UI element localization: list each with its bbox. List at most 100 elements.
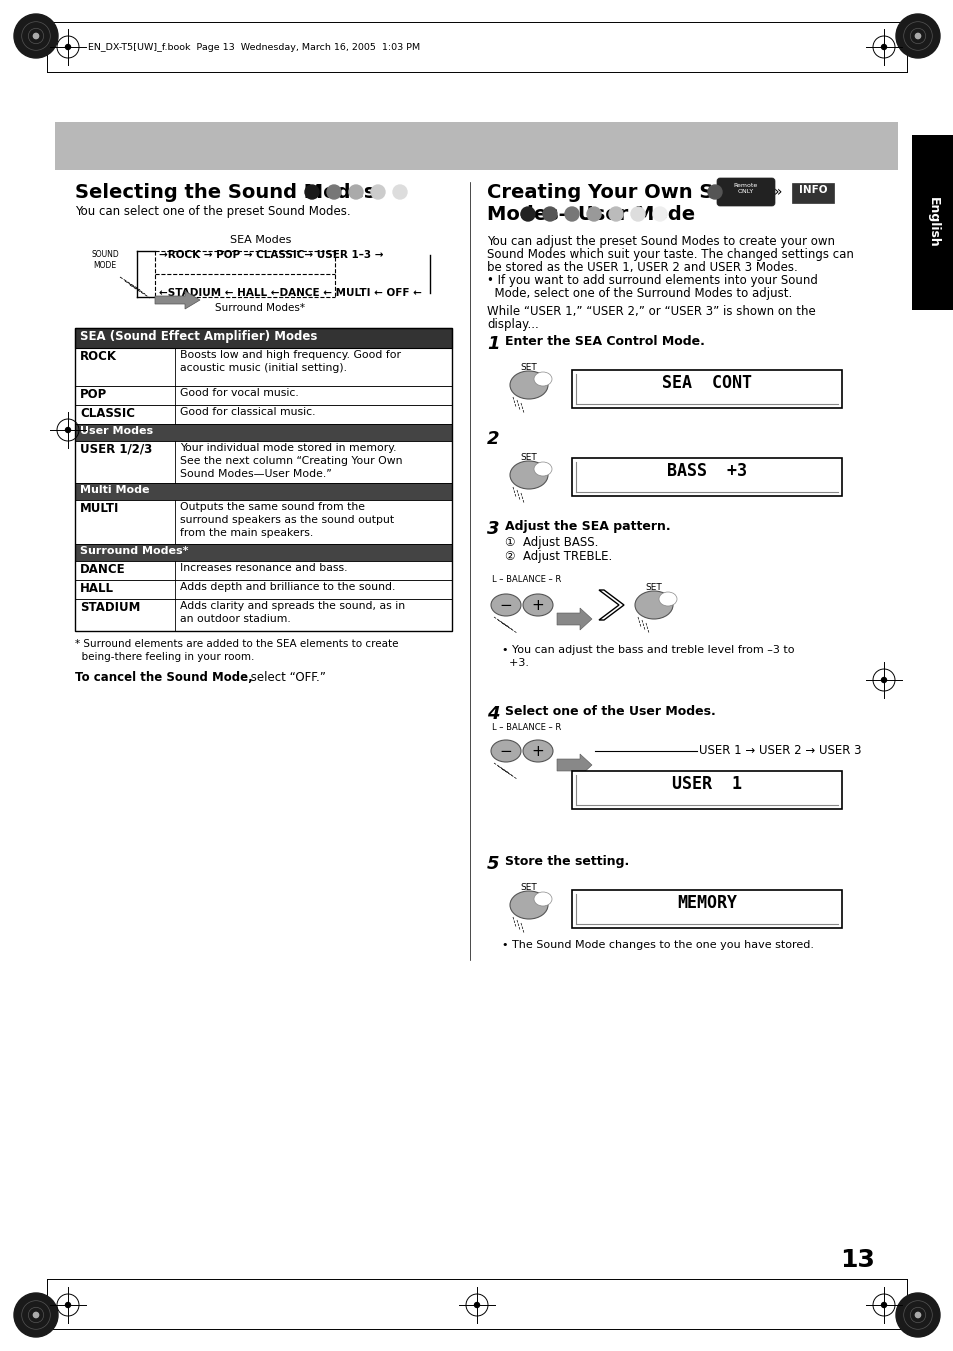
Text: HALL: HALL	[80, 582, 113, 594]
Text: • If you want to add surround elements into your Sound: • If you want to add surround elements i…	[486, 274, 817, 286]
Circle shape	[305, 185, 318, 199]
Text: DANCE: DANCE	[80, 563, 126, 576]
Text: MEMORY: MEMORY	[677, 894, 737, 912]
Ellipse shape	[659, 592, 677, 607]
Text: EN_DX-T5[UW]_f.book  Page 13  Wednesday, March 16, 2005  1:03 PM: EN_DX-T5[UW]_f.book Page 13 Wednesday, M…	[88, 42, 419, 51]
Text: display...: display...	[486, 317, 538, 331]
Text: L – BALANCE – R: L – BALANCE – R	[492, 576, 560, 584]
Text: −: −	[499, 743, 512, 758]
Text: Surround Modes*: Surround Modes*	[80, 546, 189, 557]
FancyBboxPatch shape	[572, 370, 841, 408]
Text: Adjust the SEA pattern.: Adjust the SEA pattern.	[504, 520, 670, 534]
Text: SEA (Sound Effect Amplifier) Modes: SEA (Sound Effect Amplifier) Modes	[80, 330, 317, 343]
Ellipse shape	[510, 372, 547, 399]
Text: select “OFF.”: select “OFF.”	[247, 671, 326, 684]
Ellipse shape	[522, 740, 553, 762]
Circle shape	[371, 185, 385, 199]
FancyBboxPatch shape	[717, 178, 774, 205]
Text: 1: 1	[486, 335, 499, 353]
Text: ②  Adjust TREBLE.: ② Adjust TREBLE.	[504, 550, 612, 563]
Text: be stored as the USER 1, USER 2 and USER 3 Modes.: be stored as the USER 1, USER 2 and USER…	[486, 261, 797, 274]
Circle shape	[564, 207, 578, 222]
Text: 3: 3	[486, 520, 499, 538]
FancyBboxPatch shape	[75, 561, 452, 580]
FancyBboxPatch shape	[75, 424, 452, 440]
Text: +3.: +3.	[501, 658, 529, 667]
Text: Good for vocal music.: Good for vocal music.	[180, 388, 298, 399]
Circle shape	[630, 207, 644, 222]
Circle shape	[707, 185, 721, 199]
Text: SOUND
MODE: SOUND MODE	[91, 250, 119, 270]
Circle shape	[881, 45, 885, 50]
Ellipse shape	[491, 740, 520, 762]
Text: Outputs the same sound from the
surround speakers as the sound output
from the m: Outputs the same sound from the surround…	[180, 503, 394, 538]
Circle shape	[327, 185, 340, 199]
FancyBboxPatch shape	[75, 440, 452, 484]
Text: +: +	[531, 743, 544, 758]
FancyBboxPatch shape	[55, 122, 897, 170]
Text: Adds clarity and spreads the sound, as in
an outdoor stadium.: Adds clarity and spreads the sound, as i…	[180, 601, 405, 624]
Text: ←STADIUM ← HALL ←DANCE ← MULTI ← OFF ←: ←STADIUM ← HALL ←DANCE ← MULTI ← OFF ←	[159, 288, 421, 299]
Text: Mode, select one of the Surround Modes to adjust.: Mode, select one of the Surround Modes t…	[486, 286, 791, 300]
Circle shape	[33, 1312, 39, 1317]
FancyBboxPatch shape	[572, 890, 841, 928]
Text: Boosts low and high frequency. Good for
acoustic music (initial setting).: Boosts low and high frequency. Good for …	[180, 350, 400, 373]
Ellipse shape	[510, 461, 547, 489]
FancyBboxPatch shape	[75, 580, 452, 598]
Text: L – BALANCE – R: L – BALANCE – R	[492, 723, 560, 732]
Text: English: English	[925, 197, 939, 247]
Circle shape	[66, 45, 71, 50]
Text: Adds depth and brilliance to the sound.: Adds depth and brilliance to the sound.	[180, 582, 395, 592]
Text: BASS  +3: BASS +3	[666, 462, 746, 480]
Text: +: +	[531, 597, 544, 612]
Text: SET: SET	[520, 453, 537, 462]
Text: −: −	[499, 597, 512, 612]
Circle shape	[914, 1312, 920, 1317]
Text: SEA  CONT: SEA CONT	[661, 374, 751, 392]
Text: Enter the SEA Control Mode.: Enter the SEA Control Mode.	[504, 335, 704, 349]
FancyBboxPatch shape	[75, 598, 452, 631]
Ellipse shape	[534, 462, 552, 476]
Text: Increases resonance and bass.: Increases resonance and bass.	[180, 563, 347, 573]
Text: CLASSIC: CLASSIC	[80, 407, 135, 420]
FancyBboxPatch shape	[75, 349, 452, 386]
FancyBboxPatch shape	[75, 328, 452, 349]
Text: USER 1 → USER 2 → USER 3: USER 1 → USER 2 → USER 3	[699, 743, 861, 757]
Text: INFO: INFO	[798, 185, 826, 195]
Circle shape	[14, 1293, 58, 1337]
Ellipse shape	[534, 372, 552, 386]
Circle shape	[881, 1302, 885, 1308]
Text: Modes—User Mode: Modes—User Mode	[486, 205, 695, 224]
Ellipse shape	[522, 594, 553, 616]
Text: »: »	[773, 185, 781, 199]
Text: Good for classical music.: Good for classical music.	[180, 407, 315, 417]
Text: Creating Your Own Sound: Creating Your Own Sound	[486, 182, 768, 203]
Circle shape	[652, 207, 666, 222]
Text: SET: SET	[520, 884, 537, 892]
FancyBboxPatch shape	[75, 500, 452, 544]
Circle shape	[349, 185, 363, 199]
Circle shape	[608, 207, 622, 222]
Circle shape	[542, 207, 557, 222]
Text: Sound Modes which suit your taste. The changed settings can: Sound Modes which suit your taste. The c…	[486, 249, 853, 261]
Text: POP: POP	[80, 388, 107, 401]
Ellipse shape	[635, 590, 672, 619]
Text: Store the setting.: Store the setting.	[504, 855, 629, 867]
Text: • The Sound Mode changes to the one you have stored.: • The Sound Mode changes to the one you …	[501, 940, 813, 950]
Text: SET: SET	[645, 584, 661, 592]
FancyBboxPatch shape	[75, 405, 452, 424]
Polygon shape	[557, 608, 592, 630]
Polygon shape	[154, 290, 200, 309]
Text: SEA Modes: SEA Modes	[230, 235, 291, 245]
Text: • You can adjust the bass and treble level from –3 to: • You can adjust the bass and treble lev…	[501, 644, 794, 655]
Text: Surround Modes*: Surround Modes*	[214, 303, 305, 313]
Ellipse shape	[491, 594, 520, 616]
Circle shape	[393, 185, 407, 199]
Circle shape	[586, 207, 600, 222]
Text: Selecting the Sound Modes: Selecting the Sound Modes	[75, 182, 375, 203]
Text: You can adjust the preset Sound Modes to create your own: You can adjust the preset Sound Modes to…	[486, 235, 834, 249]
Text: Remote
ONLY: Remote ONLY	[733, 182, 758, 193]
Text: To cancel the Sound Mode,: To cancel the Sound Mode,	[75, 671, 253, 684]
Text: While “USER 1,” “USER 2,” or “USER 3” is shown on the: While “USER 1,” “USER 2,” or “USER 3” is…	[486, 305, 815, 317]
Text: →ROCK → POP → CLASSIC→ USER 1–3 →: →ROCK → POP → CLASSIC→ USER 1–3 →	[159, 250, 383, 259]
